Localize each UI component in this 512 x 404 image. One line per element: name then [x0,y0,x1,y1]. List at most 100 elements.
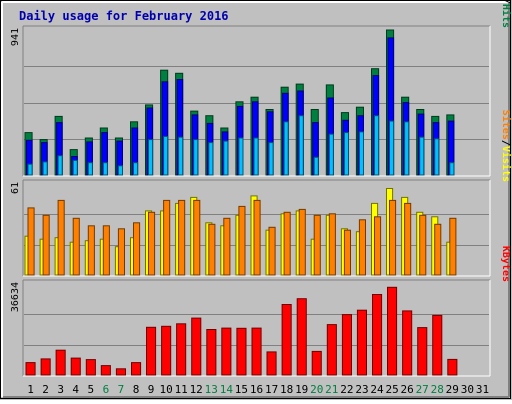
bar-sites-day-22 [343,229,351,276]
panel-legend: KBytes [500,246,511,282]
bar-kbytes-day-27 [417,327,428,376]
legend-entry: / [500,140,511,146]
bar-pages-day-25 [389,120,395,176]
bar-pages-day-18 [283,121,289,176]
x-tick-day-3: 3 [57,383,64,396]
bar-kbytes-day-20 [311,350,322,376]
bar-kbytes-day-28 [432,314,443,376]
bar-sites-day-3 [57,199,65,276]
bar-pages-day-19 [298,115,304,176]
series-sites [27,199,457,276]
bar-kbytes-day-6 [100,365,111,376]
bar-sites-day-29 [449,217,457,276]
bar-sites-day-5 [87,225,95,276]
legend-entry: Hits [500,4,512,28]
bar-kbytes-day-25 [387,286,398,376]
x-tick-day-18: 18 [280,383,293,396]
bar-sites-day-20 [313,214,321,276]
bar-sites-day-17 [268,226,276,276]
chart-title: Daily usage for February 2016 [19,9,229,23]
bar-pages-day-17 [268,142,274,176]
x-tick-day-17: 17 [265,383,278,396]
bar-sites-day-9 [148,211,156,276]
panel-legend: Pages/Files/Hits [500,0,512,28]
x-tick-day-23: 23 [355,383,368,396]
x-tick-day-29: 29 [446,383,459,396]
bar-sites-day-16 [253,199,261,276]
bar-sites-day-11 [178,199,186,276]
bar-pages-day-28 [434,138,440,176]
bar-pages-day-29 [449,162,455,176]
x-tick-day-13: 13 [205,383,218,396]
chart-panels: 941Pages/Files/Hits 61 Sites/Visits 36634 KB… [10,0,512,377]
bar-pages-day-9 [148,139,154,176]
x-tick-day-28: 28 [431,383,444,396]
bar-kbytes-day-15 [236,327,247,376]
panel-kbytes: 36634 KBytes [10,246,511,377]
bar-pages-day-13 [208,142,214,176]
x-tick-day-4: 4 [72,383,79,396]
bar-pages-day-3 [57,155,63,176]
x-tick-day-8: 8 [133,383,140,396]
bar-pages-day-20 [313,156,319,176]
bar-sites-day-21 [328,213,336,276]
bar-kbytes-day-23 [356,309,367,376]
x-tick-day-26: 26 [400,383,413,396]
bar-kbytes-day-19 [296,298,307,376]
x-tick-day-5: 5 [87,383,94,396]
bar-kbytes-day-16 [251,327,262,376]
bar-kbytes-day-18 [281,304,292,376]
x-tick-day-27: 27 [416,383,429,396]
bar-kbytes-day-21 [326,324,337,376]
x-tick-day-10: 10 [159,383,172,396]
bar-pages-day-2 [42,161,48,176]
bar-sites-day-4 [72,217,80,276]
bar-kbytes-day-29 [447,358,458,376]
bar-pages-day-11 [178,136,184,176]
bar-pages-day-6 [102,162,108,176]
bar-sites-day-12 [193,199,201,276]
x-tick-day-30: 30 [461,383,474,396]
bar-kbytes-day-14 [221,327,232,376]
panel-legend: Sites/Visits [500,110,512,182]
bar-pages-day-24 [374,115,380,176]
bar-sites-day-23 [358,219,366,276]
bar-pages-day-14 [223,140,229,176]
bar-kbytes-day-17 [266,351,277,376]
bar-pages-day-23 [358,131,364,176]
bar-sites-day-14 [223,217,231,276]
bar-kbytes-day-5 [85,359,96,376]
bar-kbytes-day-11 [176,323,187,376]
x-tick-day-15: 15 [235,383,248,396]
bar-pages-day-1 [27,163,33,176]
x-tick-day-14: 14 [220,383,234,396]
bar-sites-day-18 [283,211,291,276]
x-tick-day-24: 24 [370,383,384,396]
y-max-label: 61 [10,182,21,194]
bar-kbytes-day-12 [191,317,202,376]
x-tick-day-12: 12 [190,383,203,396]
bar-kbytes-day-26 [402,310,413,376]
x-tick-day-19: 19 [295,383,308,396]
x-tick-labels: 1 2 3 4 5 6 7 8 9 10 11 12 13 14 15 16 17 18 19 20 21 22 23 24 2… [27,383,489,396]
bar-pages-day-7 [117,165,124,176]
bar-pages-day-12 [193,139,199,176]
legend-entry: Sites [500,110,512,140]
panel-visits_sites: 61 Sites/Visits [10,110,512,277]
bar-sites-day-8 [133,222,141,276]
x-tick-day-2: 2 [42,383,49,396]
bar-kbytes-day-9 [146,326,157,376]
bar-sites-day-28 [434,223,442,276]
bar-kbytes-day-10 [161,325,172,376]
bar-kbytes-day-2 [40,358,51,376]
x-tick-day-31: 31 [476,383,489,396]
x-tick-day-16: 16 [250,383,263,396]
x-tick-day-22: 22 [340,383,353,396]
y-max-label: 36634 [10,282,21,312]
panel-hits_files_pages: 941 Pages/Files/Hits [10,0,512,177]
legend-entry: / [500,0,511,4]
bars [24,29,455,176]
bar-sites-day-24 [374,216,382,276]
bars [24,188,457,276]
